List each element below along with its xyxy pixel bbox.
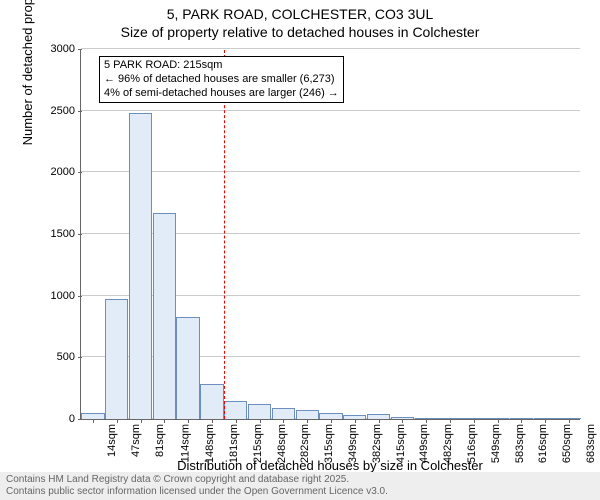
- x-tick-mark: [474, 419, 475, 423]
- x-tick-mark: [569, 419, 570, 423]
- chart-title-main: 5, PARK ROAD, COLCHESTER, CO3 3UL: [0, 6, 600, 22]
- reference-line: [224, 50, 225, 419]
- x-tick-mark: [498, 419, 499, 423]
- chart-container: { "chart": { "type": "histogram", "title…: [0, 0, 600, 500]
- bar: [105, 299, 128, 419]
- x-tick-label: 549sqm: [490, 419, 502, 463]
- x-tick-label: 415sqm: [395, 419, 407, 463]
- x-tick-mark: [141, 419, 142, 423]
- attribution-line: Contains HM Land Registry data © Crown c…: [6, 474, 594, 486]
- y-tick-label: 2000: [51, 166, 81, 178]
- x-tick-label: 114sqm: [180, 419, 192, 462]
- x-tick-label: 148sqm: [204, 419, 216, 463]
- y-axis-label: Number of detached properties: [20, 0, 35, 145]
- x-tick-label: 315sqm: [323, 419, 335, 463]
- bar: [129, 113, 152, 419]
- y-tick-label: 3000: [51, 43, 81, 55]
- bar: [224, 401, 247, 420]
- x-tick-mark: [450, 419, 451, 423]
- y-tick-label: 500: [57, 351, 81, 363]
- x-tick-mark: [188, 419, 189, 423]
- x-tick-mark: [426, 419, 427, 423]
- bar: [248, 404, 271, 419]
- x-tick-label: 248sqm: [276, 419, 288, 463]
- x-tick-label: 349sqm: [347, 419, 359, 463]
- x-tick-mark: [260, 419, 261, 423]
- x-tick-label: 382sqm: [371, 419, 383, 463]
- x-tick-mark: [379, 419, 380, 423]
- x-tick-label: 583sqm: [514, 419, 526, 463]
- attribution: Contains HM Land Registry data © Crown c…: [0, 472, 600, 500]
- x-tick-mark: [307, 419, 308, 423]
- y-tick-label: 2500: [51, 105, 81, 117]
- x-tick-mark: [283, 419, 284, 423]
- info-line: 5 PARK ROAD: 215sqm: [104, 59, 339, 73]
- x-tick-label: 449sqm: [418, 419, 430, 463]
- x-tick-mark: [331, 419, 332, 423]
- x-tick-label: 683sqm: [585, 419, 597, 463]
- info-box: 5 PARK ROAD: 215sqm ← 96% of detached ho…: [99, 56, 344, 103]
- x-tick-mark: [355, 419, 356, 423]
- x-tick-mark: [212, 419, 213, 423]
- y-tick-label: 0: [69, 413, 81, 425]
- x-tick-label: 14sqm: [106, 419, 118, 457]
- info-line: ← 96% of detached houses are smaller (6,…: [104, 73, 339, 87]
- x-tick-mark: [93, 419, 94, 423]
- x-tick-mark: [521, 419, 522, 423]
- y-tick-label: 1000: [51, 290, 81, 302]
- attribution-line: Contains public sector information licen…: [6, 486, 594, 498]
- x-tick-label: 616sqm: [538, 419, 550, 463]
- x-tick-label: 181sqm: [228, 419, 240, 463]
- x-tick-label: 516sqm: [466, 419, 478, 463]
- x-tick-label: 650sqm: [561, 419, 573, 463]
- x-axis-label: Distribution of detached houses by size …: [80, 458, 580, 473]
- info-line: 4% of semi-detached houses are larger (2…: [104, 87, 339, 101]
- bar: [176, 317, 199, 419]
- y-tick-label: 1500: [51, 228, 81, 240]
- x-tick-mark: [236, 419, 237, 423]
- gridline: [81, 171, 580, 172]
- x-tick-label: 282sqm: [299, 419, 311, 463]
- x-tick-mark: [545, 419, 546, 423]
- chart-title-sub: Size of property relative to detached ho…: [0, 24, 600, 40]
- x-tick-mark: [402, 419, 403, 423]
- gridline: [81, 110, 580, 111]
- bar: [296, 410, 319, 419]
- gridline: [81, 48, 580, 49]
- x-tick-label: 482sqm: [442, 419, 454, 463]
- x-tick-mark: [164, 419, 165, 423]
- x-tick-label: 47sqm: [130, 419, 142, 457]
- x-tick-label: 215sqm: [252, 419, 264, 463]
- bar: [200, 384, 223, 419]
- x-tick-label: 81sqm: [154, 419, 166, 457]
- x-tick-mark: [117, 419, 118, 423]
- bar: [272, 408, 295, 419]
- plot-area: 05001000150020002500300014sqm47sqm81sqm1…: [80, 50, 580, 420]
- bar: [153, 213, 176, 419]
